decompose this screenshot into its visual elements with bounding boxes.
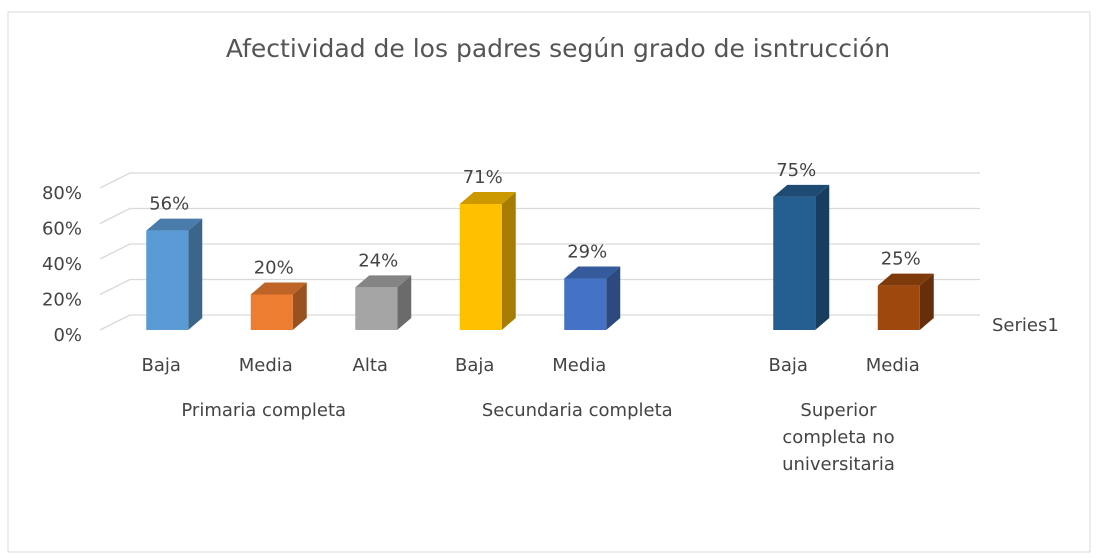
bar: [877, 285, 920, 330]
bar-top: [773, 184, 830, 197]
y-tick-label: 40%: [42, 254, 82, 275]
x-tick-label: Media: [552, 355, 606, 376]
data-label: 71%: [463, 167, 503, 188]
grid-line: [99, 278, 131, 296]
bar-side: [188, 218, 203, 330]
bar-side: [397, 275, 412, 330]
chart-title: Afectividad de los padres según grado de…: [226, 34, 890, 63]
bar-side: [919, 273, 934, 330]
bar: [564, 278, 607, 330]
bar: [250, 294, 293, 330]
group-label: Secundaria completa: [482, 400, 673, 421]
data-label: 20%: [254, 258, 294, 279]
data-label: 75%: [776, 160, 816, 181]
x-tick-label: Baja: [142, 355, 181, 376]
series-label: Series1: [992, 315, 1059, 336]
y-tick-label: 60%: [42, 219, 82, 240]
bar-side: [292, 282, 307, 330]
x-tick-label: Media: [239, 355, 293, 376]
bar-top: [877, 273, 934, 286]
grid-line: [99, 172, 131, 189]
grid-line: [99, 207, 131, 225]
bar-side: [501, 191, 516, 330]
group-label: Primaria completa: [181, 400, 346, 421]
bar-side: [606, 266, 621, 330]
y-tick-label: 0%: [53, 325, 82, 346]
group-label: universitaria: [782, 454, 895, 475]
data-label: 56%: [149, 194, 189, 215]
bar: [773, 196, 816, 330]
data-label: 25%: [881, 249, 921, 270]
bar-top: [355, 275, 412, 288]
grid-line: [99, 243, 131, 260]
x-tick-label: Alta: [353, 355, 388, 376]
x-tick-label: Baja: [769, 355, 808, 376]
y-tick-label: 20%: [42, 290, 82, 311]
bar-side: [815, 184, 830, 330]
x-tick-label: Baja: [455, 355, 494, 376]
bar-top: [459, 191, 516, 204]
group-label: Superior: [800, 400, 877, 421]
grid-line: [99, 314, 131, 331]
x-tick-label: Media: [866, 355, 920, 376]
bar-top: [564, 266, 621, 279]
bar: [146, 230, 189, 330]
bar: [459, 203, 502, 330]
bar-top: [146, 218, 203, 231]
group-label: completa no: [782, 427, 894, 448]
bar-top: [250, 282, 307, 295]
bar: [355, 287, 398, 330]
data-label: 29%: [567, 242, 607, 263]
data-label: 24%: [358, 250, 398, 271]
y-tick-label: 80%: [42, 183, 82, 204]
